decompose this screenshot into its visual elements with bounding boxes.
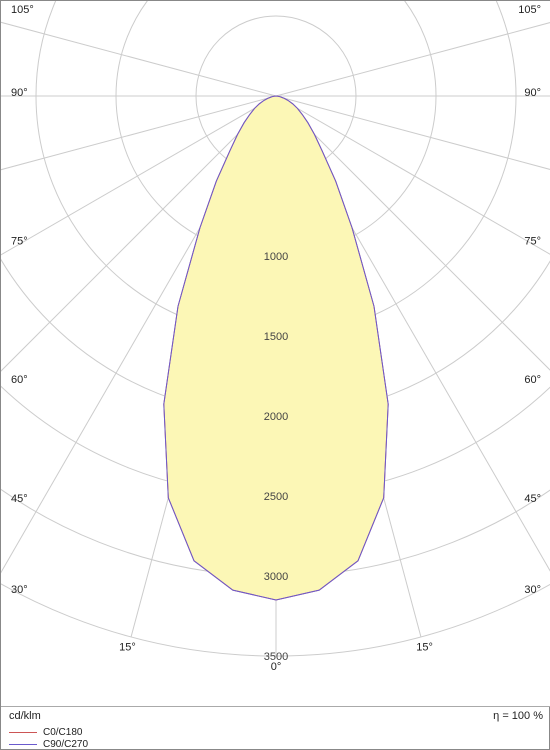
angle-tick: 105° xyxy=(518,4,541,16)
ring-label: 1500 xyxy=(264,331,288,343)
efficiency-label: η = 100 % xyxy=(493,710,543,722)
angle-tick: 45° xyxy=(524,493,541,505)
legend-swatch xyxy=(9,732,37,733)
angle-tick: 75° xyxy=(524,236,541,248)
angle-tick: 15° xyxy=(119,641,136,653)
ring-label: 2500 xyxy=(264,491,288,503)
angle-tick: 105° xyxy=(11,4,34,16)
angle-tick: 60° xyxy=(524,374,541,386)
angle-tick: 90° xyxy=(11,87,28,99)
legend-label: C0/C180 xyxy=(43,727,82,738)
legend-item: C0/C180 xyxy=(9,726,88,738)
legend-label: C90/C270 xyxy=(43,739,88,750)
legend-swatch xyxy=(9,744,37,745)
angle-tick: 75° xyxy=(11,236,28,248)
polar-chart-svg: 1000150020002500300035000°15°15°30°30°45… xyxy=(1,1,550,706)
angle-tick: 90° xyxy=(524,87,541,99)
ring-label: 3000 xyxy=(264,571,288,583)
angle-tick: 60° xyxy=(11,374,28,386)
footer-bar: cd/klm η = 100 % C0/C180 C90/C270 xyxy=(1,706,550,750)
legend-item: C90/C270 xyxy=(9,738,88,750)
angle-tick: 15° xyxy=(416,641,433,653)
angle-tick: 0° xyxy=(271,661,282,673)
polar-chart: 1000150020002500300035000°15°15°30°30°45… xyxy=(1,1,550,706)
ring-label: 2000 xyxy=(264,411,288,423)
legend: C0/C180 C90/C270 xyxy=(9,726,88,750)
angle-tick: 45° xyxy=(11,493,28,505)
units-label: cd/klm xyxy=(9,710,41,722)
diagram-container: 1000150020002500300035000°15°15°30°30°45… xyxy=(0,0,550,750)
angle-tick: 30° xyxy=(524,584,541,596)
ring-label: 1000 xyxy=(264,251,288,263)
angle-tick: 30° xyxy=(11,584,28,596)
